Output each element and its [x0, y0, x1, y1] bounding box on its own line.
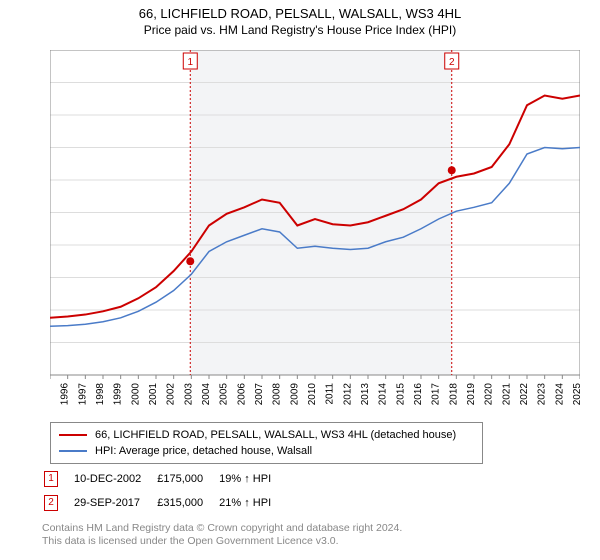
svg-text:2024: 2024 [554, 383, 565, 406]
chart-title: 66, LICHFIELD ROAD, PELSALL, WALSALL, WS… [0, 6, 600, 21]
legend-item: HPI: Average price, detached house, Wals… [59, 443, 474, 459]
svg-text:2002: 2002 [166, 383, 177, 406]
svg-text:2020: 2020 [484, 383, 495, 406]
svg-text:1995: 1995 [50, 383, 53, 406]
event-row: 1 10-DEC-2002£175,00019% ↑ HPI [44, 468, 285, 490]
svg-text:1997: 1997 [77, 383, 88, 406]
footer-line2: This data is licensed under the Open Gov… [42, 535, 402, 548]
svg-text:2001: 2001 [148, 383, 159, 406]
svg-text:2: 2 [449, 57, 455, 68]
chart-subtitle: Price paid vs. HM Land Registry's House … [0, 23, 600, 37]
footer-attribution: Contains HM Land Registry data © Crown c… [42, 522, 402, 548]
chart-legend: 66, LICHFIELD ROAD, PELSALL, WALSALL, WS… [50, 422, 483, 464]
legend-swatch [59, 450, 87, 452]
svg-text:2007: 2007 [254, 383, 265, 406]
svg-text:2003: 2003 [183, 383, 194, 406]
legend-swatch [59, 434, 87, 436]
event-delta: 21% ↑ HPI [219, 492, 285, 514]
event-price: £315,000 [157, 492, 217, 514]
event-marker-icon: 2 [44, 495, 58, 511]
svg-text:2006: 2006 [236, 383, 247, 406]
svg-text:2011: 2011 [325, 383, 336, 405]
svg-text:2000: 2000 [130, 383, 141, 406]
svg-text:2023: 2023 [537, 383, 548, 406]
svg-text:1996: 1996 [60, 383, 71, 406]
price-chart: £0£50K£100K£150K£200K£250K£300K£350K£400… [50, 50, 580, 410]
svg-text:1: 1 [187, 57, 193, 68]
svg-text:2013: 2013 [360, 383, 371, 406]
svg-text:2004: 2004 [201, 383, 212, 406]
svg-text:2017: 2017 [431, 383, 442, 406]
footer-line1: Contains HM Land Registry data © Crown c… [42, 522, 402, 535]
chart-title-block: 66, LICHFIELD ROAD, PELSALL, WALSALL, WS… [0, 0, 600, 37]
svg-text:2018: 2018 [448, 383, 459, 406]
legend-label: HPI: Average price, detached house, Wals… [95, 443, 312, 459]
svg-text:2014: 2014 [378, 383, 389, 406]
event-marker-icon: 1 [44, 471, 58, 487]
legend-label: 66, LICHFIELD ROAD, PELSALL, WALSALL, WS… [95, 427, 456, 443]
event-delta: 19% ↑ HPI [219, 468, 285, 490]
svg-text:2025: 2025 [572, 383, 580, 406]
svg-text:2010: 2010 [307, 383, 318, 406]
svg-text:2015: 2015 [395, 383, 406, 406]
svg-text:2022: 2022 [519, 383, 530, 406]
svg-text:2009: 2009 [289, 383, 300, 406]
event-date: 29-SEP-2017 [74, 492, 155, 514]
svg-text:2021: 2021 [501, 383, 512, 406]
event-row: 2 29-SEP-2017£315,00021% ↑ HPI [44, 492, 285, 514]
svg-text:2012: 2012 [342, 383, 353, 406]
svg-text:2019: 2019 [466, 383, 477, 406]
svg-text:1998: 1998 [95, 383, 106, 406]
event-date: 10-DEC-2002 [74, 468, 155, 490]
svg-text:1999: 1999 [113, 383, 124, 406]
events-table: 1 10-DEC-2002£175,00019% ↑ HPI 2 29-SEP-201… [42, 466, 287, 516]
svg-text:2008: 2008 [272, 383, 283, 406]
event-price: £175,000 [157, 468, 217, 490]
svg-text:2016: 2016 [413, 383, 424, 406]
legend-item: 66, LICHFIELD ROAD, PELSALL, WALSALL, WS… [59, 427, 474, 443]
svg-text:2005: 2005 [219, 383, 230, 406]
